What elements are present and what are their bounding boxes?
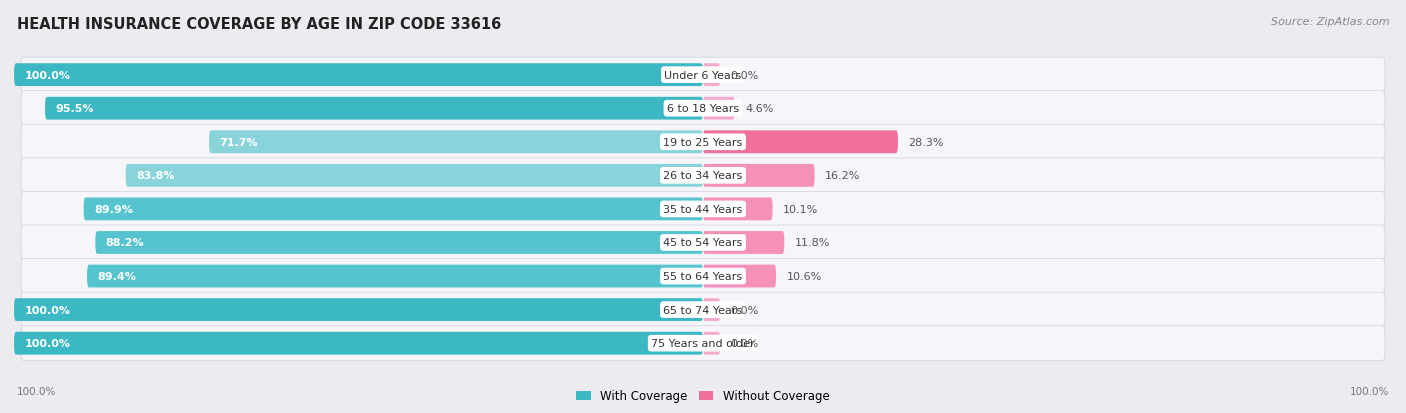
Text: 10.1%: 10.1%: [783, 204, 818, 214]
Text: 100.0%: 100.0%: [24, 338, 70, 348]
Text: 10.6%: 10.6%: [786, 271, 821, 281]
Text: 100.0%: 100.0%: [17, 387, 56, 396]
FancyBboxPatch shape: [703, 299, 720, 321]
FancyBboxPatch shape: [87, 265, 703, 288]
Text: HEALTH INSURANCE COVERAGE BY AGE IN ZIP CODE 33616: HEALTH INSURANCE COVERAGE BY AGE IN ZIP …: [17, 17, 501, 31]
FancyBboxPatch shape: [21, 159, 1385, 193]
Text: 4.6%: 4.6%: [745, 104, 773, 114]
FancyBboxPatch shape: [96, 232, 703, 254]
FancyBboxPatch shape: [45, 97, 703, 120]
FancyBboxPatch shape: [21, 292, 1385, 327]
FancyBboxPatch shape: [703, 232, 785, 254]
Text: 0.0%: 0.0%: [731, 71, 759, 81]
Text: 28.3%: 28.3%: [908, 138, 943, 147]
Text: 71.7%: 71.7%: [219, 138, 257, 147]
Text: 100.0%: 100.0%: [24, 71, 70, 81]
Text: 6 to 18 Years: 6 to 18 Years: [666, 104, 740, 114]
FancyBboxPatch shape: [703, 164, 814, 188]
Text: Source: ZipAtlas.com: Source: ZipAtlas.com: [1271, 17, 1389, 26]
FancyBboxPatch shape: [209, 131, 703, 154]
Text: 0.0%: 0.0%: [731, 305, 759, 315]
Text: 26 to 34 Years: 26 to 34 Years: [664, 171, 742, 181]
FancyBboxPatch shape: [703, 198, 772, 221]
FancyBboxPatch shape: [703, 97, 735, 120]
Text: 95.5%: 95.5%: [55, 104, 94, 114]
Text: 11.8%: 11.8%: [794, 238, 830, 248]
FancyBboxPatch shape: [21, 58, 1385, 93]
FancyBboxPatch shape: [14, 64, 703, 87]
Text: 89.9%: 89.9%: [94, 204, 132, 214]
Text: 89.4%: 89.4%: [97, 271, 136, 281]
Text: 100.0%: 100.0%: [1350, 387, 1389, 396]
Text: 55 to 64 Years: 55 to 64 Years: [664, 271, 742, 281]
FancyBboxPatch shape: [21, 259, 1385, 294]
FancyBboxPatch shape: [14, 299, 703, 321]
Text: Under 6 Years: Under 6 Years: [665, 71, 741, 81]
Text: 16.2%: 16.2%: [825, 171, 860, 181]
FancyBboxPatch shape: [21, 125, 1385, 160]
Text: 100.0%: 100.0%: [24, 305, 70, 315]
Text: 35 to 44 Years: 35 to 44 Years: [664, 204, 742, 214]
FancyBboxPatch shape: [21, 326, 1385, 361]
Text: 19 to 25 Years: 19 to 25 Years: [664, 138, 742, 147]
FancyBboxPatch shape: [21, 225, 1385, 260]
Text: 83.8%: 83.8%: [136, 171, 174, 181]
Text: 45 to 54 Years: 45 to 54 Years: [664, 238, 742, 248]
Text: 88.2%: 88.2%: [105, 238, 145, 248]
Legend: With Coverage, Without Coverage: With Coverage, Without Coverage: [572, 385, 834, 407]
FancyBboxPatch shape: [703, 64, 720, 87]
Text: 65 to 74 Years: 65 to 74 Years: [664, 305, 742, 315]
Text: 75 Years and older: 75 Years and older: [651, 338, 755, 348]
FancyBboxPatch shape: [83, 198, 703, 221]
FancyBboxPatch shape: [125, 164, 703, 188]
FancyBboxPatch shape: [703, 131, 898, 154]
FancyBboxPatch shape: [21, 192, 1385, 227]
FancyBboxPatch shape: [14, 332, 703, 355]
FancyBboxPatch shape: [21, 92, 1385, 126]
FancyBboxPatch shape: [703, 265, 776, 288]
FancyBboxPatch shape: [703, 332, 720, 355]
Text: 0.0%: 0.0%: [731, 338, 759, 348]
